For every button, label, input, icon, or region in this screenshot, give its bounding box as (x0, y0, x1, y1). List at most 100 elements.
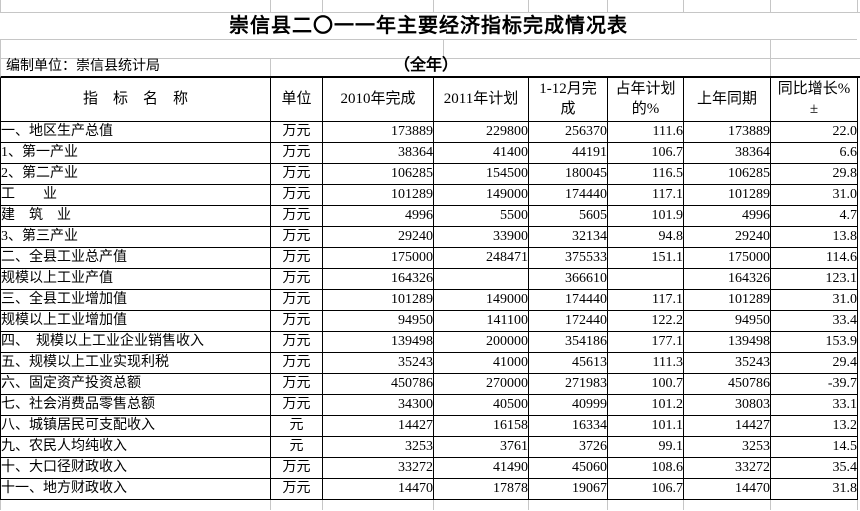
cell-pct-of-plan[interactable]: 101.9 (607, 204, 684, 227)
cell-plan2011[interactable] (433, 267, 529, 290)
cell-unit[interactable]: 元 (270, 414, 323, 437)
cell-unit[interactable]: 万元 (270, 183, 323, 206)
cell-prev-year[interactable]: 35243 (683, 351, 771, 374)
cell-y2010[interactable]: 450786 (322, 372, 434, 395)
cell-label[interactable]: 九、农民人均纯收入 (0, 435, 271, 458)
cell-y2010[interactable]: 94950 (322, 309, 434, 332)
cell-pct-of-plan[interactable]: 122.2 (607, 309, 684, 332)
cell-y2010[interactable]: 101289 (322, 288, 434, 311)
cell-yoy[interactable]: 31.8 (770, 477, 858, 500)
cell-pct-of-plan[interactable]: 111.3 (607, 351, 684, 374)
header-yoy[interactable]: 同比增长%± (770, 78, 858, 122)
cell-y2010[interactable]: 139498 (322, 330, 434, 353)
cell-done[interactable]: 19067 (528, 477, 608, 500)
header-unit[interactable]: 单位 (270, 78, 323, 122)
cell-label[interactable]: 十一、地方财政收入 (0, 477, 271, 500)
cell-yoy[interactable]: 29.4 (770, 351, 858, 374)
header-plan2011[interactable]: 2011年计划 (433, 78, 529, 122)
cell-prev-year[interactable]: 14470 (683, 477, 771, 500)
cell-label[interactable]: 七、社会消费品零售总额 (0, 393, 271, 416)
cell-plan2011[interactable]: 229800 (433, 120, 529, 143)
cell-unit[interactable]: 万元 (270, 393, 323, 416)
cell-label[interactable]: 1、第一产业 (0, 141, 271, 164)
cell-yoy[interactable]: -39.7 (770, 372, 858, 395)
cell-done[interactable]: 5605 (528, 204, 608, 227)
cell-label[interactable]: 规模以上工业产值 (0, 267, 271, 290)
cell-done[interactable]: 375533 (528, 246, 608, 269)
cell-plan2011[interactable]: 141100 (433, 309, 529, 332)
cell-plan2011[interactable]: 200000 (433, 330, 529, 353)
cell-prev-year[interactable]: 173889 (683, 120, 771, 143)
cell-yoy[interactable]: 123.1 (770, 267, 858, 290)
cell-done[interactable]: 40999 (528, 393, 608, 416)
cell-prev-year[interactable]: 14427 (683, 414, 771, 437)
cell-yoy[interactable]: 13.8 (770, 225, 858, 248)
cell-unit[interactable]: 万元 (270, 267, 323, 290)
cell-pct-of-plan[interactable]: 100.7 (607, 372, 684, 395)
cell-y2010[interactable]: 29240 (322, 225, 434, 248)
cell-prev-year[interactable]: 101289 (683, 183, 771, 206)
cell-done[interactable]: 354186 (528, 330, 608, 353)
cell-unit[interactable]: 万元 (270, 309, 323, 332)
cell-yoy[interactable]: 13.2 (770, 414, 858, 437)
cell-prev-year[interactable]: 106285 (683, 162, 771, 185)
cell-label[interactable]: 五、规模以上工业实现利税 (0, 351, 271, 374)
cell-prev-year[interactable]: 101289 (683, 288, 771, 311)
cell-y2010[interactable]: 14470 (322, 477, 434, 500)
cell-plan2011[interactable]: 154500 (433, 162, 529, 185)
cell-label[interactable]: 八、城镇居民可支配收入 (0, 414, 271, 437)
cell-plan2011[interactable]: 41400 (433, 141, 529, 164)
cell-pct-of-plan[interactable]: 106.7 (607, 141, 684, 164)
cell-yoy[interactable]: 114.6 (770, 246, 858, 269)
cell-prev-year[interactable]: 30803 (683, 393, 771, 416)
cell-plan2011[interactable]: 40500 (433, 393, 529, 416)
cell-unit[interactable]: 万元 (270, 162, 323, 185)
cell-prev-year[interactable]: 139498 (683, 330, 771, 353)
cell-pct-of-plan[interactable]: 106.7 (607, 477, 684, 500)
cell-y2010[interactable]: 106285 (322, 162, 434, 185)
cell-plan2011[interactable]: 149000 (433, 183, 529, 206)
cell-unit[interactable]: 万元 (270, 372, 323, 395)
cell-prev-year[interactable]: 38364 (683, 141, 771, 164)
cell-prev-year[interactable]: 164326 (683, 267, 771, 290)
cell-y2010[interactable]: 35243 (322, 351, 434, 374)
cell-prev-year[interactable]: 33272 (683, 456, 771, 479)
cell-done[interactable]: 271983 (528, 372, 608, 395)
cell-done[interactable]: 366610 (528, 267, 608, 290)
cell-yoy[interactable]: 35.4 (770, 456, 858, 479)
cell-plan2011[interactable]: 149000 (433, 288, 529, 311)
cell-y2010[interactable]: 34300 (322, 393, 434, 416)
cell-yoy[interactable]: 22.0 (770, 120, 858, 143)
cell-yoy[interactable]: 33.1 (770, 393, 858, 416)
cell-label[interactable]: 六、固定资产投资总额 (0, 372, 271, 395)
cell-prev-year[interactable]: 175000 (683, 246, 771, 269)
cell-yoy[interactable]: 33.4 (770, 309, 858, 332)
cell-yoy[interactable]: 153.9 (770, 330, 858, 353)
cell-label[interactable]: 十、大口径财政收入 (0, 456, 271, 479)
cell-y2010[interactable]: 4996 (322, 204, 434, 227)
cell-prev-year[interactable]: 94950 (683, 309, 771, 332)
cell-plan2011[interactable]: 270000 (433, 372, 529, 395)
cell-done[interactable]: 256370 (528, 120, 608, 143)
cell-label[interactable]: 一、地区生产总值 (0, 120, 271, 143)
cell-plan2011[interactable]: 41000 (433, 351, 529, 374)
cell-y2010[interactable]: 14427 (322, 414, 434, 437)
cell-yoy[interactable]: 6.6 (770, 141, 858, 164)
cell-pct-of-plan[interactable]: 111.6 (607, 120, 684, 143)
cell-y2010[interactable]: 164326 (322, 267, 434, 290)
cell-done[interactable]: 45060 (528, 456, 608, 479)
cell-plan2011[interactable]: 17878 (433, 477, 529, 500)
cell-yoy[interactable]: 29.8 (770, 162, 858, 185)
cell-pct-of-plan[interactable]: 117.1 (607, 288, 684, 311)
cell-done[interactable]: 32134 (528, 225, 608, 248)
cell-unit[interactable]: 万元 (270, 246, 323, 269)
cell-pct-of-plan[interactable]: 177.1 (607, 330, 684, 353)
cell-yoy[interactable]: 31.0 (770, 183, 858, 206)
cell-label[interactable]: 二、全县工业总产值 (0, 246, 271, 269)
cell-label[interactable]: 3、第三产业 (0, 225, 271, 248)
cell-yoy[interactable]: 4.7 (770, 204, 858, 227)
cell-unit[interactable]: 万元 (270, 120, 323, 143)
cell-unit[interactable]: 万元 (270, 225, 323, 248)
cell-label[interactable]: 四、 规模以上工业企业销售收入 (0, 330, 271, 353)
cell-unit[interactable]: 万元 (270, 351, 323, 374)
